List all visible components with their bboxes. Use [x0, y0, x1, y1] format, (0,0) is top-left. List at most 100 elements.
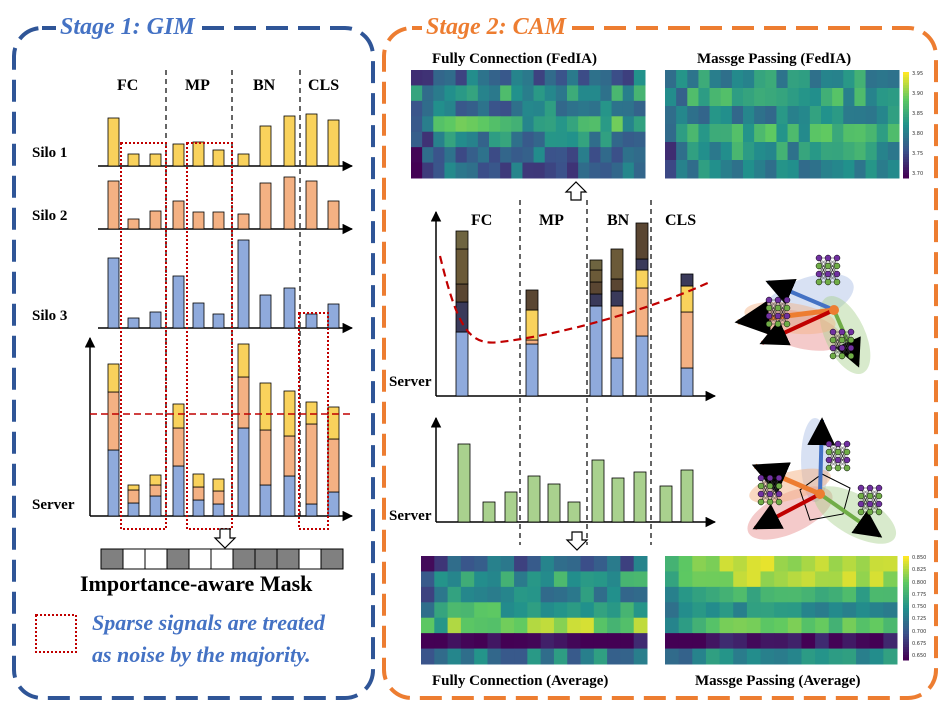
heatmap-cell — [540, 571, 555, 588]
heatmap-cell — [434, 617, 449, 634]
heatmap-cell — [828, 633, 843, 650]
heatmap-cell — [600, 131, 613, 148]
heatmap-cell — [455, 147, 468, 164]
heatmap-cell — [460, 648, 475, 665]
heatmap-cell — [856, 586, 871, 603]
heatmap-cell — [500, 116, 512, 133]
heatmap-cell — [411, 162, 423, 179]
heatmap-cell — [567, 85, 579, 102]
colorbar-step — [903, 571, 909, 575]
mask-cell — [254, 548, 278, 570]
heatmap-cell — [611, 100, 624, 117]
heatmap-cell — [887, 70, 900, 89]
heatmap-cell — [607, 617, 621, 634]
heatmap-cell — [567, 602, 582, 619]
client-network-icon — [765, 296, 791, 328]
heatmap-cell — [743, 88, 755, 107]
heatmap-cell — [698, 70, 711, 89]
silo1-bar — [107, 117, 120, 167]
heatmap-cell — [731, 142, 744, 161]
heatmap-cell — [665, 124, 677, 143]
stage2-col-fc: FC — [471, 212, 493, 229]
heatmap-cell — [500, 633, 515, 650]
heatmap-cell — [705, 571, 721, 588]
heatmap-cell — [578, 162, 590, 179]
silo2-bar — [327, 200, 340, 230]
heatmap-cell — [687, 124, 699, 143]
stage1-col-bn: BN — [253, 77, 276, 94]
heatmap-cell — [787, 70, 800, 89]
server-stacked-segment — [172, 427, 185, 467]
heatmap-cell — [774, 602, 789, 619]
heatmap-cell — [466, 70, 479, 86]
colorbar-step — [903, 623, 909, 627]
server-bar-overlay — [635, 258, 649, 271]
heatmap-cell — [720, 88, 733, 107]
heatmap-cell — [533, 162, 546, 179]
heatmap-cell — [421, 648, 435, 665]
heatmap-cell — [865, 106, 878, 125]
heatmap-cell — [522, 147, 535, 164]
heatmap-cell — [411, 100, 423, 117]
heatmap-cell — [489, 70, 501, 86]
heatmap-cell — [865, 160, 878, 179]
heatmap-cell — [514, 617, 528, 634]
heatmap-cell — [553, 602, 568, 619]
heatmap-cell — [411, 85, 423, 102]
heatmap-cell — [801, 633, 816, 650]
heatmap-cell — [828, 648, 843, 665]
heatmap-cell — [798, 70, 811, 89]
heatmap-cell — [887, 160, 900, 179]
heatmap-cell — [434, 556, 449, 572]
heatmap-cell — [765, 142, 777, 161]
heatmap-cell — [622, 100, 635, 117]
mask-cell — [210, 548, 234, 570]
heatmap-cell — [477, 70, 490, 86]
heatmap-cell — [511, 147, 523, 164]
heatmap-cell — [856, 633, 871, 650]
server-stacked-segment — [127, 502, 140, 517]
heatmap-cell — [887, 88, 900, 107]
mask-cell — [298, 548, 322, 570]
heatmap-cell — [611, 147, 624, 164]
silo3-bar — [305, 313, 318, 329]
server-stacked-segment — [212, 490, 225, 505]
heatmap-cell — [421, 633, 435, 650]
heatmap-cell — [500, 586, 515, 603]
heatmap-cell — [828, 586, 843, 603]
heatmap-cell — [692, 633, 707, 650]
colorbar-tick-label: 0.750 — [912, 604, 927, 610]
heatmap-cell — [856, 617, 871, 634]
heatmap-cell — [842, 648, 857, 665]
heatmap-cell — [514, 571, 528, 588]
colorbar-step — [903, 558, 909, 562]
silo2-bar — [127, 218, 140, 230]
heatmap-cell — [477, 131, 490, 148]
heatmap-cell — [709, 160, 722, 179]
heatmap-cell — [474, 556, 488, 572]
heatmap-cell — [540, 586, 555, 603]
heatmap-cell — [500, 617, 515, 634]
heatmap-cell — [815, 571, 830, 588]
colorbar-step — [903, 151, 909, 155]
stage1-col-mp: MP — [185, 77, 210, 94]
heatmap-cell — [522, 85, 535, 102]
heatmap-cell — [798, 160, 811, 179]
heatmap-cell — [527, 648, 542, 665]
heatmap-cell — [733, 617, 748, 634]
heatmap-cell — [633, 70, 646, 86]
heatmap-cell — [746, 586, 762, 603]
heatmap-cell — [578, 116, 590, 133]
heatmap-cell — [760, 648, 775, 665]
heatmap-cell — [787, 142, 800, 161]
heatmap-cell — [765, 124, 777, 143]
colorbar-tick-label: 3.90 — [912, 91, 924, 97]
server-bar-overlay — [525, 289, 539, 311]
heatmap-cell — [600, 116, 613, 133]
heatmap-cell — [540, 648, 555, 665]
heatmap-cell — [489, 100, 501, 117]
heatmap-cell — [434, 633, 449, 650]
heatmap-cell — [719, 556, 734, 572]
heatmap-cell — [611, 162, 624, 179]
heatmap-cell — [422, 131, 434, 148]
